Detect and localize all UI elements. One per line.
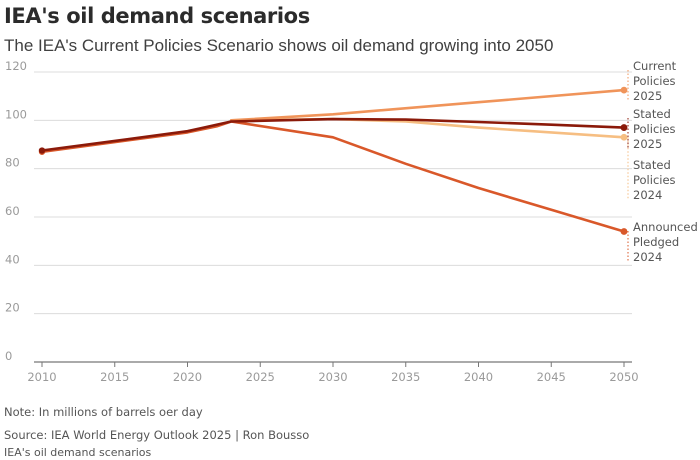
series-end-marker	[620, 228, 628, 235]
series-label-line: 2025	[633, 89, 662, 103]
chart-note: Note: In millions of barrels oer day	[4, 405, 203, 419]
y-tick-label: 20	[5, 301, 20, 315]
series-line-stated-policies-2025	[40, 117, 626, 152]
x-tick-label: 2035	[391, 370, 420, 384]
chart-source: Source: IEA World Energy Outlook 2025 | …	[4, 428, 310, 442]
series-label-line: 2025	[633, 137, 662, 151]
x-tick-label: 2045	[537, 370, 566, 384]
series-label-line: 2024	[633, 188, 662, 202]
series-label: Stated Policies 2024	[633, 158, 676, 202]
series-label: Announced Pledged 2024	[633, 220, 698, 264]
series-start-marker	[38, 147, 46, 154]
x-tick-label: 2025	[246, 370, 275, 384]
chart-title: IEA's oil demand scenarios	[4, 4, 310, 28]
y-tick-label: 80	[5, 156, 20, 170]
x-tick-label: 2050	[609, 370, 638, 384]
y-tick-label: 60	[5, 204, 20, 218]
series-label: Stated Policies 2025	[633, 107, 676, 151]
y-tick-label: 0	[5, 349, 12, 363]
series-label-line: Pledged	[633, 235, 679, 249]
series-label-line: 2024	[633, 250, 662, 264]
series-label-line: Policies	[633, 74, 676, 88]
x-tick-label: 2010	[27, 370, 56, 384]
series-label-line: Announced	[633, 220, 698, 234]
x-tick-label: 2040	[464, 370, 493, 384]
x-tick-label: 2030	[318, 370, 347, 384]
chart-caption: IEA's oil demand scenarios	[4, 446, 152, 459]
series-end-marker	[620, 133, 628, 141]
series-label-line: Policies	[633, 122, 676, 136]
series-end-marker	[620, 124, 628, 131]
series-line-current-policies-2025	[229, 88, 626, 122]
x-tick-label: 2020	[173, 370, 202, 384]
y-tick-label: 40	[5, 252, 20, 266]
series-label-line: Current	[633, 59, 677, 73]
chart-subtitle: The IEA's Current Policies Scenario show…	[4, 36, 554, 55]
y-tick-label: 100	[5, 107, 27, 121]
series-line-stated-policies-2024	[229, 117, 626, 139]
series-label-line: Stated	[633, 107, 671, 121]
series-label: Current Policies 2025	[633, 59, 677, 103]
series-label-line: Stated	[633, 158, 671, 172]
y-tick-label: 120	[5, 59, 27, 73]
series-end-marker	[620, 86, 628, 94]
x-tick-label: 2015	[100, 370, 129, 384]
series-label-line: Policies	[633, 173, 676, 187]
